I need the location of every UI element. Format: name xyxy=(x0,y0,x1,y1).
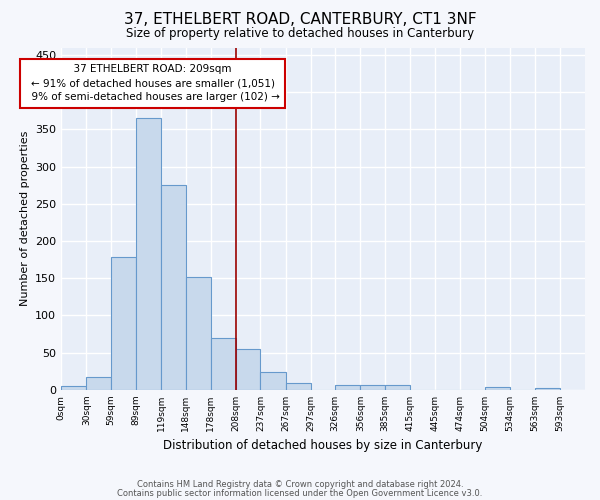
X-axis label: Distribution of detached houses by size in Canterbury: Distribution of detached houses by size … xyxy=(163,440,483,452)
Bar xyxy=(535,388,560,390)
Bar xyxy=(185,277,211,390)
Bar xyxy=(485,387,510,390)
Bar xyxy=(211,338,236,390)
Y-axis label: Number of detached properties: Number of detached properties xyxy=(20,131,29,306)
Bar xyxy=(335,386,361,390)
Text: 37 ETHELBERT ROAD: 209sqm  
← 91% of detached houses are smaller (1,051)
  9% of: 37 ETHELBERT ROAD: 209sqm ← 91% of detac… xyxy=(25,64,280,102)
Bar xyxy=(110,258,136,390)
Bar xyxy=(361,386,385,390)
Text: 37, ETHELBERT ROAD, CANTERBURY, CT1 3NF: 37, ETHELBERT ROAD, CANTERBURY, CT1 3NF xyxy=(124,12,476,28)
Text: Contains public sector information licensed under the Open Government Licence v3: Contains public sector information licen… xyxy=(118,489,482,498)
Text: Contains HM Land Registry data © Crown copyright and database right 2024.: Contains HM Land Registry data © Crown c… xyxy=(137,480,463,489)
Bar xyxy=(61,386,86,390)
Bar xyxy=(385,384,410,390)
Bar xyxy=(136,118,161,390)
Bar xyxy=(260,372,286,390)
Bar xyxy=(286,383,311,390)
Bar xyxy=(86,376,110,390)
Bar xyxy=(161,185,185,390)
Bar xyxy=(236,349,260,390)
Text: Size of property relative to detached houses in Canterbury: Size of property relative to detached ho… xyxy=(126,28,474,40)
